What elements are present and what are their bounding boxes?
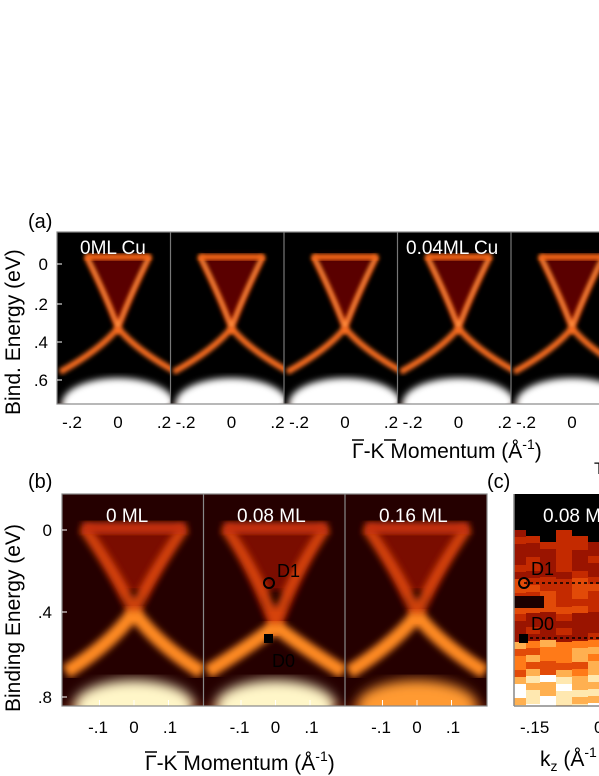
panel-a-yticks: 0 .2 .4 .6 <box>34 255 62 390</box>
panel-b-xtick-2-1: 0 <box>412 718 421 737</box>
panel-a-strip-3 <box>275 232 415 404</box>
panel-b-xtick-0-1: 0 <box>129 718 138 737</box>
panel-b-xtick-0-2: .1 <box>163 718 177 737</box>
panel-b-strip-1 <box>62 494 224 706</box>
panel-c-xlabel-sup: -1 <box>584 744 597 760</box>
panel-a-strip-2 <box>161 232 302 404</box>
panel-a-xtick-4-0: -.2 <box>516 413 536 432</box>
panel-b-d1-marker <box>263 577 275 589</box>
panel-b-xtick-2-2: .1 <box>446 718 460 737</box>
panel-b-xtick-1-0: -.1 <box>230 718 250 737</box>
panel-a-xlabel-main: Γ-K Momentum (Å <box>352 440 522 463</box>
panel-a-ytick-1: .2 <box>34 295 48 314</box>
panel-b-strip-label-3: 0.16 ML <box>379 506 448 527</box>
panel-b-frame <box>61 493 488 707</box>
panel-a-xtick-3-0: -.2 <box>403 413 423 432</box>
panel-c-d1-label: D1 <box>531 559 554 579</box>
panel-b-xlabel-main: Γ-K Momentum (Å <box>145 752 315 775</box>
panel-c-xlabel-k: k <box>540 748 551 771</box>
panel-c-kz-map <box>514 494 599 706</box>
panel-a-ytick-0: 0 <box>39 255 48 274</box>
panel-b-ylabel: Binding Energy (eV) <box>2 524 25 712</box>
panel-a-letter: (a) <box>28 211 52 233</box>
panel-a-xlabel-close: ) <box>535 440 542 463</box>
panel-a-xtick-1-1: 0 <box>227 413 236 432</box>
panel-a-strip-label-4: 0.04ML Cu <box>406 238 498 259</box>
panel-b-xtick-2-0: -.1 <box>371 718 391 737</box>
panel-a-spectra <box>57 232 599 404</box>
panel-b-yticks: 0 .4 .8 <box>38 521 67 707</box>
panel-b-d0-label: D0 <box>272 651 295 671</box>
panel-b-strip-label-2: 0.08 ML <box>237 506 306 527</box>
panel-c-d0-label: D0 <box>531 614 554 634</box>
panel-a-ylabel: Bind. Energy (eV) <box>2 249 25 415</box>
panel-b-strip-3 <box>327 494 487 706</box>
panel-a-xtick-1-2: .2 <box>270 413 284 432</box>
panel-a-xtick-4-1: 0 <box>567 413 576 432</box>
panel-a-xtick-0-0: -.2 <box>62 413 82 432</box>
panel-b-xtick-1-1: 0 <box>271 718 280 737</box>
panel-a-xtick-0-1: 0 <box>113 413 122 432</box>
panel-c-strip-label: 0.08 M <box>543 506 599 527</box>
panel-a-frame <box>56 231 599 405</box>
panel-a-ytick-3: .6 <box>34 371 48 390</box>
panel-b-strip-labels: 0 ML 0.08 ML 0.16 ML <box>106 506 448 527</box>
panel-b-d1-label: D1 <box>277 561 300 581</box>
panel-b-xlabel-close: ) <box>328 752 335 775</box>
panel-b-strip-2 <box>185 494 366 706</box>
panel-c-xtick-2: 0 <box>594 718 599 737</box>
panel-b-xlabel-sup: -1 <box>315 748 328 764</box>
panel-a-strip-5 <box>502 232 599 404</box>
panel-c-xlabel-sub: z <box>551 758 558 774</box>
panel-c-top-fragment: T <box>594 459 599 478</box>
panel-b-xticks: -.1 0 .1 -.1 0 .1 -.1 0 .1 <box>88 718 460 737</box>
panel-c-letter: (c) <box>487 471 510 493</box>
panel-c-d0-marker <box>519 634 528 643</box>
panel-a-strip-labels: 0ML Cu 0.04ML Cu <box>80 238 498 259</box>
panel-a-xtick-3-2: .2 <box>497 413 511 432</box>
panel-a-ytick-2: .4 <box>34 333 48 352</box>
panel-a-xtick-2-0: -.2 <box>289 413 309 432</box>
panel-c-xtick: -.15 <box>520 718 549 737</box>
panel-a-xlabel: Γ-K Momentum (Å-1) <box>352 436 542 463</box>
panel-c-d1-marker <box>518 577 530 589</box>
panel-a-strip-label-1: 0ML Cu <box>80 238 146 259</box>
panel-b-xtick-1-2: .1 <box>304 718 318 737</box>
panel-a-xtick-3-1: 0 <box>454 413 463 432</box>
panel-b-d0-marker <box>264 634 273 643</box>
panel-b-ytick-1: .4 <box>38 603 52 622</box>
panel-a-xtick-0-2: .2 <box>157 413 171 432</box>
panel-b-xlabel: Γ-K Momentum (Å-1) <box>145 748 335 775</box>
panel-b-ytick-2: .8 <box>38 688 52 707</box>
panel-a-xtick-2-1: 0 <box>340 413 349 432</box>
panel-a-xticks: -.20.2-.20.2-.20.2-.20.2-.20.2 <box>62 413 577 432</box>
panel-b-xtick-0-0: -.1 <box>88 718 108 737</box>
panel-a-strip-1 <box>57 232 188 404</box>
panel-a-xtick-1-0: -.2 <box>176 413 196 432</box>
panel-b-ytick-0: 0 <box>43 521 52 540</box>
panel-b-letter: (b) <box>28 471 52 493</box>
panel-a-xlabel-sup: -1 <box>522 436 535 452</box>
panel-a-strip-4 <box>388 232 529 404</box>
panel-a-xtick-2-2: .2 <box>384 413 398 432</box>
panel-c-xlabel: kz (Å-1 <box>540 744 597 774</box>
panel-b-spectra <box>62 494 487 706</box>
panel-c-xlabel-rest: (Å <box>558 748 585 771</box>
panel-b-strip-label-1: 0 ML <box>106 506 148 527</box>
